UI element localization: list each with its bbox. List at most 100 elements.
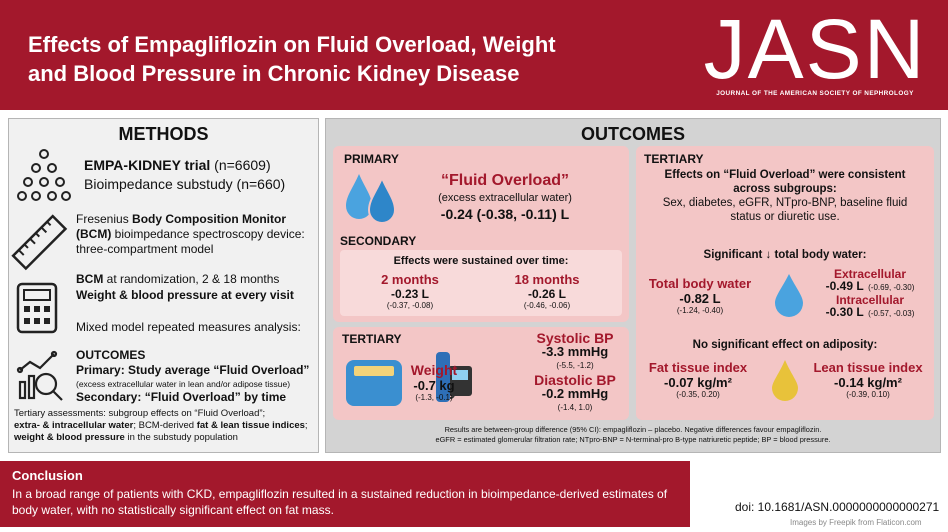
primary-headline: “Fluid Overload” bbox=[440, 172, 569, 189]
tertiary-label: TERTIARY bbox=[644, 152, 704, 166]
trial: EMPA-KIDNEY trial bbox=[84, 157, 211, 173]
subgroups: Sex, diabetes, eGFR, NTpro-BNP, baseline… bbox=[662, 197, 908, 223]
people-icon bbox=[17, 149, 71, 201]
primary-outcome: Primary: Study average “Fluid Overload” bbox=[76, 363, 310, 377]
trial-text: EMPA-KIDNEY trial (n=6609) Bioimpedance … bbox=[84, 156, 285, 194]
title-line: Effects of Empagliflozin on Fluid Overlo… bbox=[28, 32, 556, 57]
fat-ci: (-0.35, 0.20) bbox=[676, 390, 720, 399]
tertiary-methods: Tertiary assessments: subgroup effects o… bbox=[14, 408, 314, 444]
weight-result: Weight -0.7 kg (-1.3, -0.1) bbox=[404, 362, 464, 402]
conclusion-text: In a broad range of patients with CKD, e… bbox=[12, 487, 668, 517]
extra-label: Extracellular bbox=[833, 267, 907, 281]
credit: Images by Freepik from Flaticon.com bbox=[790, 518, 922, 527]
primary-note: (excess extracellular water in lean and/… bbox=[76, 379, 291, 389]
timing: BCM bbox=[76, 272, 104, 286]
subgroup-text: Effects on “Fluid Overload” were consist… bbox=[660, 168, 910, 224]
item-label: 2 months bbox=[381, 272, 439, 287]
bp-result: Systolic BP -3.3 mmHg (-5.5, -1.2) Diast… bbox=[525, 331, 625, 415]
primary-result: “Fluid Overload” (excess extracellular w… bbox=[400, 172, 610, 222]
total-water: Total body water -0.82 L (-1.24, -0.40) bbox=[640, 276, 760, 315]
tertiary: Tertiary assessments: subgroup effects o… bbox=[14, 408, 266, 419]
outcomes-methods: OUTCOMES Primary: Study average “Fluid O… bbox=[76, 348, 316, 405]
trial-n: (n=6609) bbox=[210, 157, 271, 173]
weight-label: Weight bbox=[410, 362, 458, 378]
extra-value: -0.49 L bbox=[825, 279, 864, 293]
header: Effects of Empagliflozin on Fluid Overlo… bbox=[0, 0, 948, 110]
primary-label: PRIMARY bbox=[344, 152, 399, 166]
total-label: Total body water bbox=[648, 276, 752, 291]
timing-text: BCM at randomization, 2 & 18 months Weig… bbox=[76, 271, 294, 303]
water-intro: Significant ↓ total body water: bbox=[703, 249, 867, 261]
doi: doi: 10.1681/ASN.0000000000000271 bbox=[735, 500, 940, 514]
item-label: 18 months bbox=[514, 272, 580, 287]
primary-value: -0.24 (-0.38, -0.11) L bbox=[440, 206, 570, 222]
extra-ci: (-0.69, -0.30) bbox=[868, 283, 915, 292]
total-value: -0.82 L bbox=[679, 291, 721, 306]
conclusion: Conclusion In a broad range of patients … bbox=[0, 461, 690, 527]
item-value: -0.26 L bbox=[527, 287, 566, 301]
footnote: Results are between-group difference (95… bbox=[325, 425, 941, 445]
device: Fresenius bbox=[76, 212, 133, 226]
device: bioimpedance spectroscopy device: three-… bbox=[76, 227, 305, 256]
total-ci: (-1.24, -0.40) bbox=[676, 306, 724, 315]
timing: at randomization, 2 & 18 months bbox=[103, 272, 280, 286]
tertiary: extra- & intracellular water bbox=[14, 420, 134, 431]
tertiary-label: TERTIARY bbox=[342, 332, 402, 346]
outcomes-methods-title: OUTCOMES bbox=[76, 348, 146, 362]
logo-subtitle: JOURNAL OF THE AMERICAN SOCIETY OF NEPHR… bbox=[716, 90, 914, 97]
tertiary: ; bbox=[304, 420, 308, 431]
logo: JASN bbox=[703, 2, 927, 96]
item-ci: (-0.37, -0.08) bbox=[386, 301, 434, 310]
fat-drop-icon bbox=[772, 360, 798, 401]
device: Body Composition Monitor bbox=[132, 212, 287, 226]
intra-label: Intracellular bbox=[835, 293, 905, 307]
secondary-intro: Effects were sustained over time: bbox=[393, 255, 569, 267]
visits: Weight & blood pressure at every visit bbox=[76, 288, 294, 302]
lean-index: Lean tissue index -0.14 kg/m² (-0.39, 0.… bbox=[804, 360, 932, 399]
lean-ci: (-0.39, 0.10) bbox=[846, 390, 890, 399]
intra-value: -0.30 L bbox=[825, 305, 864, 319]
fat-value: -0.07 kg/m² bbox=[664, 375, 732, 390]
calculator-icon bbox=[16, 282, 58, 334]
ruler-icon bbox=[11, 214, 68, 271]
secondary-outcome: Secondary: “Fluid Overload” by time bbox=[76, 390, 287, 404]
diastolic-value: -0.2 mmHg bbox=[541, 386, 609, 401]
intra-ci: (-0.57, -0.03) bbox=[868, 309, 915, 318]
substudy: Bioimpedance substudy (n=660) bbox=[84, 176, 286, 192]
device-text: Fresenius Body Composition Monitor (BCM)… bbox=[76, 212, 314, 257]
primary-note: (excess extracellular water) bbox=[438, 192, 572, 204]
lean-value: -0.14 kg/m² bbox=[834, 375, 902, 390]
secondary-box bbox=[340, 250, 622, 316]
title: Effects of Empagliflozin on Fluid Overlo… bbox=[28, 30, 556, 88]
outcomes-title: OUTCOMES bbox=[580, 124, 685, 144]
fat-index: Fat tissue index -0.07 kg/m² (-0.35, 0.2… bbox=[638, 360, 758, 399]
item-value: -0.23 L bbox=[390, 287, 429, 301]
scale-bp-icons bbox=[346, 352, 472, 406]
secondary-label: SECONDARY bbox=[340, 234, 417, 248]
analysis: Mixed model repeated measures analysis: bbox=[76, 320, 301, 334]
diastolic-ci: (-1.4, 1.0) bbox=[557, 403, 593, 412]
adiposity-intro: No significant effect on adiposity: bbox=[692, 339, 878, 351]
systolic-label: Systolic BP bbox=[536, 330, 614, 346]
lean-label: Lean tissue index bbox=[813, 360, 923, 375]
analysis-icon bbox=[16, 350, 63, 401]
weight-ci: (-1.3, -0.1) bbox=[415, 393, 453, 402]
conclusion-title: Conclusion bbox=[12, 468, 83, 483]
secondary-item: 2 months -0.23 L (-0.37, -0.08) bbox=[350, 272, 470, 310]
consistency: Effects on “Fluid Overload” were consist… bbox=[664, 169, 906, 195]
systolic-ci: (-5.5, -1.2) bbox=[556, 361, 594, 370]
device: (BCM) bbox=[76, 227, 112, 241]
fat-label: Fat tissue index bbox=[648, 360, 748, 375]
drop-icon bbox=[775, 274, 803, 317]
footnote-line: Results are between-group difference (95… bbox=[444, 425, 822, 434]
tertiary: ; BCM-derived bbox=[133, 420, 197, 431]
drops-icon bbox=[346, 174, 397, 224]
methods-title: METHODS bbox=[118, 124, 209, 144]
systolic-value: -3.3 mmHg bbox=[541, 344, 609, 359]
tertiary: weight & blood pressure bbox=[14, 432, 125, 443]
title-line: and Blood Pressure in Chronic Kidney Dis… bbox=[28, 61, 520, 86]
footnote-line: eGFR = estimated glomerular filtration r… bbox=[435, 435, 831, 444]
compartments: Extracellular -0.49 L (-0.69, -0.30) Int… bbox=[815, 268, 925, 320]
weight-value: -0.7 kg bbox=[413, 378, 455, 393]
